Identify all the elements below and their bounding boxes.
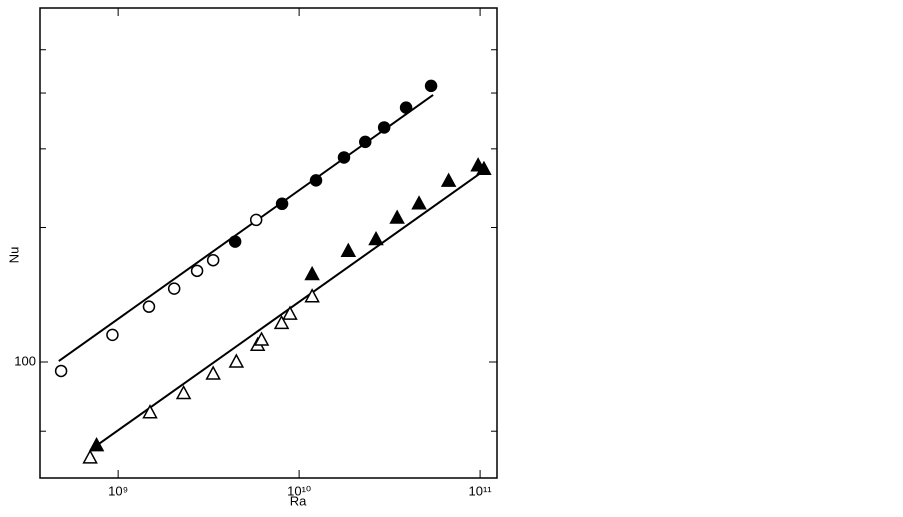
point [359,135,372,149]
point [205,365,221,380]
point [368,230,384,246]
y-tick-label: 100 [14,353,36,368]
fit-line [58,94,434,362]
point [175,384,192,400]
point [440,172,457,187]
point [190,264,204,278]
plot-frame [39,7,498,479]
point [337,151,351,164]
point [249,213,263,227]
point [309,174,323,187]
point [88,437,105,452]
x-axis-label: Ra [290,493,307,508]
point [167,282,181,295]
point [228,353,245,368]
point [340,242,357,257]
point [304,288,320,303]
point [476,160,492,176]
point [228,235,242,248]
point [206,253,220,267]
x-tick-label: 10¹¹ [469,483,493,498]
point [253,331,270,346]
point [411,195,427,210]
point [399,101,413,114]
point [377,121,391,134]
y-axis-label: Nu [6,247,21,264]
point [424,79,438,93]
point [54,364,68,378]
point [304,265,320,281]
x-tick-label: 10¹⁰ [287,483,311,498]
point [275,197,289,211]
point [82,449,98,464]
point [142,300,156,313]
point [273,314,290,330]
point [282,305,298,320]
point [142,404,158,419]
x-tick-label: 10⁹ [108,483,128,498]
point [106,328,119,342]
point [389,209,405,224]
